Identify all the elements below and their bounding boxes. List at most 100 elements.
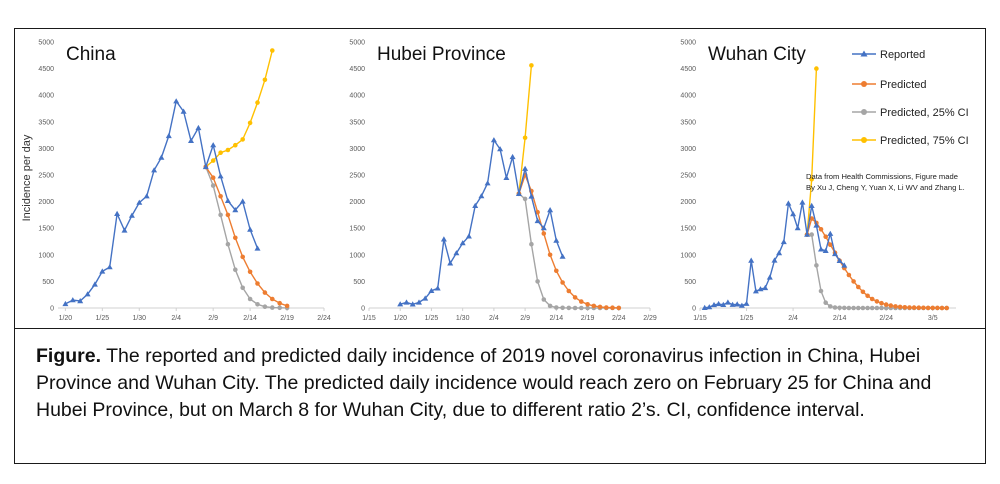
china-point-reported-24: [239, 198, 246, 204]
legend-label-reported: Reported: [880, 49, 925, 61]
wuhan-point-reported-6: [729, 301, 736, 307]
hubei-x-tick-0: 1/15: [362, 315, 376, 322]
hubei-point-reported-20: [522, 165, 529, 171]
hubei-point-reported-11: [465, 233, 472, 239]
caption-body: The reported and predicted daily inciden…: [36, 345, 932, 421]
hubei-y-tick-10: 5000: [349, 40, 365, 47]
hubei-point-reported-23: [540, 225, 547, 231]
hubei-point-reported-14: [484, 180, 491, 186]
china-series-predicted: [205, 166, 288, 307]
china-y-tick-1: 500: [42, 279, 54, 286]
china-point-predicted-6: [247, 269, 253, 275]
legend-item-reported: Reported: [852, 49, 925, 61]
wuhan-point-predicted_25-13: [865, 305, 870, 311]
china-point-predicted-10: [277, 300, 283, 306]
china-y-tick-10: 5000: [38, 40, 54, 47]
wuhan-point-reported-13: [762, 284, 769, 291]
hubei-point-reported-4: [422, 295, 429, 301]
wuhan-point-reported-16: [776, 250, 783, 256]
china-point-predicted_75-2: [218, 150, 223, 155]
wuhan-point-predicted-25: [921, 305, 926, 311]
hubei-x-tick-1: 1/20: [393, 315, 407, 322]
wuhan-x-tick-2: 2/4: [788, 315, 798, 322]
hubei-x-tick-7: 2/19: [581, 315, 595, 322]
legend-marker-predicted-75: [861, 137, 867, 143]
hubei-point-predicted_25-7: [560, 305, 565, 311]
hubei-y-tick-4: 2000: [349, 199, 365, 206]
china-point-reported-2: [77, 298, 84, 304]
wuhan-point-predicted_25-10: [851, 305, 856, 311]
china-point-reported-21: [217, 173, 224, 179]
wuhan-point-predicted-16: [879, 300, 884, 306]
wuhan-point-predicted-17: [883, 302, 889, 307]
hubei-point-predicted_25-2: [529, 241, 534, 247]
hubei-point-reported-16: [497, 146, 504, 152]
panel-hubei: 0 500 1000 1500 2000 2500 3000 3500 4000 4500 5000…: [349, 40, 656, 323]
china-y-tick-4: 2000: [38, 199, 54, 206]
wuhan-point-reported-14: [766, 274, 773, 280]
china-point-predicted_25-4: [233, 267, 238, 272]
legend-marker-reported: [860, 50, 868, 57]
hubei-x-tick-8: 2/24: [612, 315, 626, 322]
china-point-reported-22: [224, 197, 231, 203]
legend-label-predicted: Predicted: [880, 79, 926, 91]
y-axis-label: Incidence per day: [21, 134, 33, 221]
wuhan-point-predicted-21: [902, 305, 908, 310]
china-x-tick-1: 1/25: [96, 315, 110, 322]
wuhan-point-predicted-13: [865, 293, 870, 299]
hubei-point-reported-15: [490, 137, 497, 143]
china-point-reported-0: [62, 300, 69, 307]
wuhan-point-predicted_25-12: [860, 305, 866, 311]
china-x-tick-6: 2/19: [280, 315, 294, 322]
hubei-point-predicted_75-2: [529, 63, 534, 68]
wuhan-point-predicted-30: [944, 305, 949, 311]
china-point-predicted-9: [270, 296, 275, 302]
hubei-point-reported-0: [397, 301, 404, 307]
hubei-point-predicted-12: [591, 303, 597, 309]
wuhan-point-predicted-29: [939, 305, 945, 311]
china-point-predicted_25-5: [240, 285, 245, 291]
wuhan-y-tick-7: 3500: [680, 119, 696, 126]
hubei-point-predicted-11: [585, 302, 590, 307]
hubei-point-reported-5: [428, 287, 435, 293]
wuhan-point-predicted_25-17: [883, 305, 889, 311]
china-y-tick-7: 3500: [38, 119, 54, 126]
wuhan-point-predicted-18: [888, 303, 894, 308]
china-point-reported-6: [106, 264, 113, 270]
chart-area: Incidence per day 0 500 1000 1500 2000 2500 30…: [21, 40, 969, 323]
wuhan-point-reported-15: [771, 257, 778, 263]
china-y-tick-9: 4500: [38, 66, 54, 73]
wuhan-point-reported-3: [715, 300, 722, 307]
hubei-point-reported-24: [547, 207, 554, 213]
legend-label-predicted-25: Predicted, 25% CI: [880, 107, 969, 119]
wuhan-y-tick-3: 1500: [680, 226, 696, 233]
hubei-x-tick-3: 1/30: [456, 315, 470, 322]
hubei-series-predicted: [518, 174, 619, 309]
wuhan-point-reported-30: [841, 262, 848, 268]
hubei-point-predicted_25-4: [541, 297, 547, 302]
wuhan-x-tick-3: 2/14: [833, 315, 847, 322]
china-point-predicted_75-3: [225, 147, 231, 153]
china-point-reported-12: [151, 167, 158, 173]
china-point-predicted_25-6: [247, 296, 253, 302]
wuhan-series-predicted_25: [807, 233, 947, 309]
china-point-reported-16: [180, 108, 187, 114]
china-y-tick-6: 3000: [38, 146, 54, 153]
legend-marker-predicted: [861, 81, 867, 87]
hubei-y-tick-8: 4000: [349, 93, 365, 100]
hubei-point-predicted-3: [535, 209, 540, 215]
china-point-predicted_75-5: [240, 137, 245, 142]
caption-label: Figure.: [36, 345, 102, 367]
hubei-y-tick-1: 500: [353, 279, 365, 286]
hubei-point-reported-10: [459, 240, 466, 246]
hubei-x-tick-6: 2/14: [550, 315, 564, 322]
wuhan-point-reported-0: [701, 304, 708, 310]
wuhan-point-predicted_25-4: [823, 300, 828, 306]
china-x-tick-0: 1/20: [59, 315, 73, 322]
legend-marker-predicted-25: [861, 109, 867, 115]
china-point-predicted_75-4: [233, 142, 238, 148]
legend-item-predicted: Predicted: [852, 79, 926, 91]
hubei-point-reported-2: [409, 301, 416, 307]
china-point-predicted-5: [240, 254, 245, 260]
china-point-predicted_25-10: [277, 305, 283, 311]
